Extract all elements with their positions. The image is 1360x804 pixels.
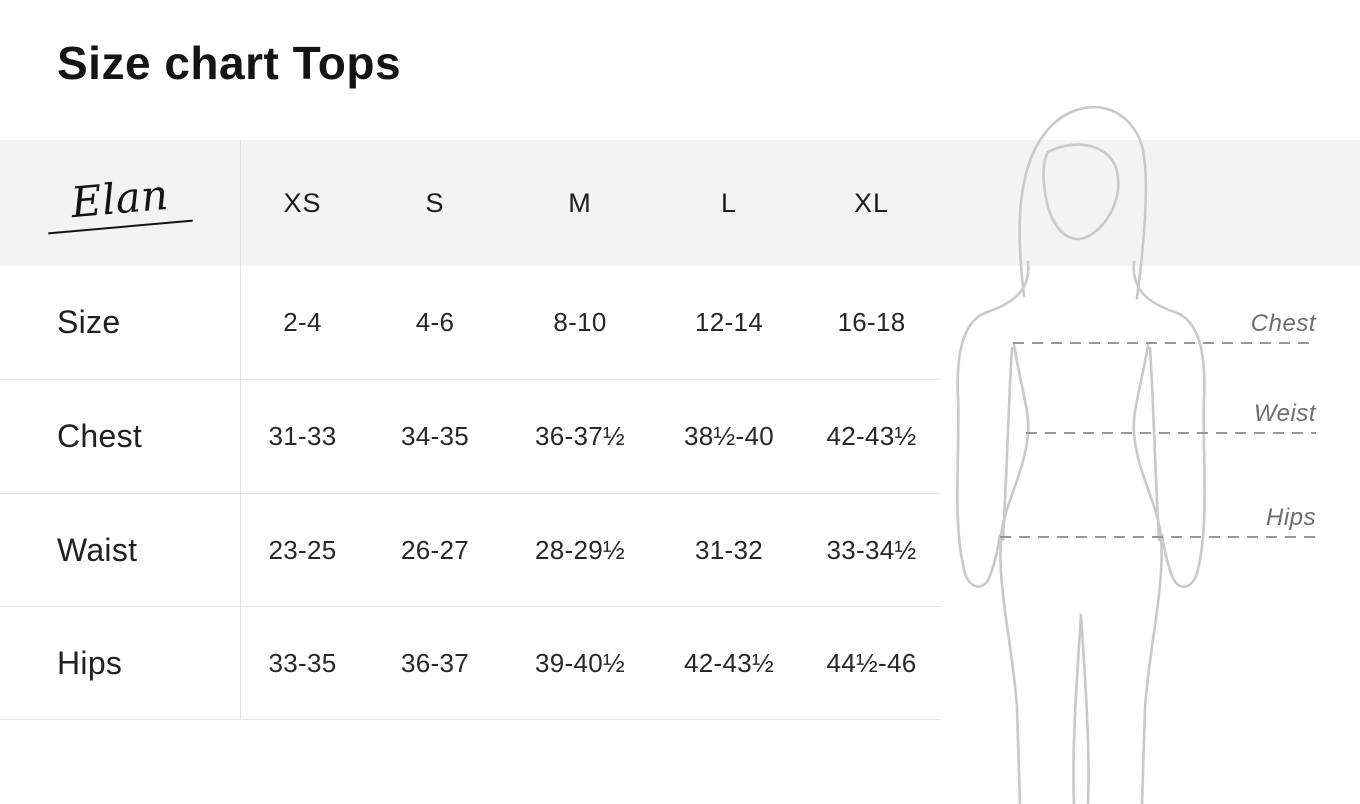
cell-size-s: 4-6 <box>415 307 455 337</box>
cell-hips-m: 39-40½ <box>535 647 625 678</box>
size-chart-table: Elan XS S M L XL Size 2-4 4-6 8-10 12-14… <box>0 140 940 720</box>
table-row-size: Size 2-4 4-6 8-10 12-14 16-18 <box>0 266 940 380</box>
cell-chest-s: 34-35 <box>401 421 469 451</box>
table-header-band <box>0 140 1360 266</box>
left-torso-leg-outline <box>999 343 1030 804</box>
table-row-chest: Chest 31-33 34-35 36-37½ 38½-40 42-43½ <box>0 380 940 494</box>
cell-waist-m: 28-29½ <box>535 534 625 565</box>
cell-size-m: 8-10 <box>553 307 607 337</box>
column-header-s: S <box>425 187 445 218</box>
table-column-divider <box>240 140 241 720</box>
figure-label-weist: Weist <box>1253 400 1316 427</box>
row-label-hips: Hips <box>57 644 123 681</box>
column-header-xl: XL <box>853 187 890 218</box>
cell-hips-xs: 33-35 <box>268 647 337 678</box>
left-inner-leg-line <box>1072 613 1083 804</box>
page-title: Size chart Tops <box>57 37 402 89</box>
column-header-xs: XS <box>283 187 322 218</box>
table-header-row: Elan XS S M L XL <box>0 140 940 266</box>
body-silhouette-figure <box>956 105 1316 804</box>
left-arm-outline <box>956 260 1030 588</box>
cell-waist-xs: 23-25 <box>268 534 337 565</box>
row-label-chest: Chest <box>57 418 143 454</box>
cell-hips-l: 42-43½ <box>684 647 774 678</box>
cell-waist-l: 31-32 <box>695 534 763 565</box>
table-row-hips: Hips 33-35 36-37 39-40½ 42-43½ 44½-46 <box>0 607 940 720</box>
column-header-m: M <box>568 187 592 218</box>
figure-label-chest: Chest <box>1250 310 1316 337</box>
cell-waist-s: 26-27 <box>401 534 469 565</box>
right-torso-leg-outline <box>1132 343 1163 804</box>
cell-chest-m: 36-37½ <box>535 421 625 451</box>
brand-logo-text: Elan <box>69 169 171 228</box>
cell-hips-s: 36-37 <box>401 647 469 678</box>
figure-label-hips: Hips <box>1265 504 1316 531</box>
cell-size-xl: 16-18 <box>837 307 906 337</box>
cell-size-l: 12-14 <box>695 307 763 337</box>
right-inner-leg-line <box>1079 613 1090 804</box>
cell-chest-l: 38½-40 <box>684 421 774 451</box>
brand-logo: Elan <box>0 170 240 235</box>
cell-waist-xl: 33-34½ <box>826 534 917 565</box>
row-label-size: Size <box>57 304 121 340</box>
cell-chest-xl: 42-43½ <box>826 421 917 451</box>
column-header-l: L <box>720 187 738 218</box>
row-label-waist: Waist <box>57 531 138 568</box>
cell-hips-xl: 44½-46 <box>826 647 917 678</box>
face-outline <box>1042 143 1120 241</box>
cell-chest-xs: 31-33 <box>268 421 337 451</box>
table-row-waist: Waist 23-25 26-27 28-29½ 31-32 33-34½ <box>0 494 940 607</box>
hair-outline <box>1018 105 1148 300</box>
right-arm-outline <box>1132 260 1206 588</box>
cell-size-xs: 2-4 <box>283 307 322 337</box>
